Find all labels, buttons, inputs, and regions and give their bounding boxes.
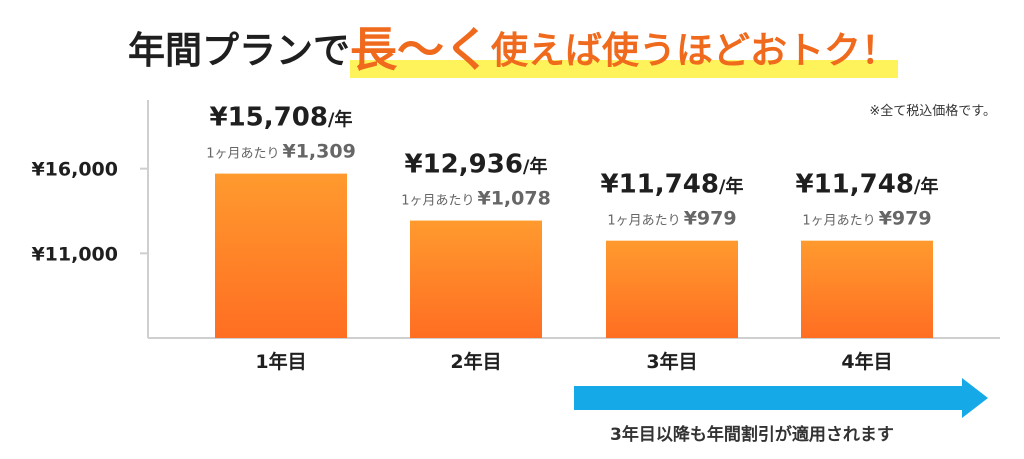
y-ticks: ¥16,000 ¥11,000 [31,159,148,265]
per-year-suffix: /年 [719,176,744,198]
right-arrow-icon [574,378,988,418]
x-tick-label: 3年目 [646,350,697,373]
headline-emphasis-rest: 使えば使うほどおトク！ [491,29,898,72]
x-tick-label: 4年目 [841,350,892,373]
monthly-price: ¥1,078 [477,188,550,210]
y-tick-label: ¥16,000 [31,159,118,181]
per-year-suffix: /年 [914,176,939,198]
annual-price-label: ¥12,936/年 [405,150,548,180]
annual-price-label: ¥11,748/年 [796,170,939,200]
monthly-price: ¥979 [879,208,932,230]
monthly-price-label: 1ヶ月あたり ¥1,078 [401,188,551,210]
annual-price: ¥12,936 [405,150,523,180]
headline: 年間プランで 長〜く 使えば使うほどおトク！ [128,12,898,82]
monthly-price: ¥1,309 [282,141,355,163]
bar [606,240,738,338]
monthly-price: ¥979 [684,208,737,230]
bars [215,173,933,338]
x-tick-label: 2年目 [450,350,501,373]
bar [410,220,542,338]
headline-prefix: 年間プランで [128,29,350,72]
monthly-prefix: 1ヶ月あたり [607,214,680,229]
headline-emphasis: 長〜く [350,23,491,78]
highlight-marker [350,60,898,78]
bar [215,173,347,338]
annual-price: ¥15,708 [210,103,328,133]
y-tick-label: ¥11,000 [31,243,118,265]
bar [801,240,933,338]
annual-price-label: ¥11,748/年 [601,170,744,200]
annual-price: ¥11,748 [601,170,719,200]
x-tick-label: 1年目 [255,350,306,373]
discount-arrow [574,378,988,418]
discount-banner-label: 3年目以降も年間割引が適用されます [610,425,894,445]
annual-price: ¥11,748 [796,170,914,200]
monthly-prefix: 1ヶ月あたり [802,214,875,229]
headline-highlight: 長〜く 使えば使うほどおトク！ [350,20,898,82]
per-year-suffix: /年 [328,109,353,131]
monthly-prefix: 1ヶ月あたり [206,147,279,162]
monthly-prefix: 1ヶ月あたり [401,194,474,209]
annual-price-label: ¥15,708/年 [210,103,353,133]
tax-note: ※全て税込価格です。 [869,104,996,119]
per-year-suffix: /年 [523,156,548,178]
monthly-price-label: 1ヶ月あたり ¥979 [802,208,931,230]
monthly-price-label: 1ヶ月あたり ¥1,309 [206,141,356,163]
monthly-price-label: 1ヶ月あたり ¥979 [607,208,736,230]
x-labels: 1年目 2年目 3年目 4年目 [255,350,892,373]
